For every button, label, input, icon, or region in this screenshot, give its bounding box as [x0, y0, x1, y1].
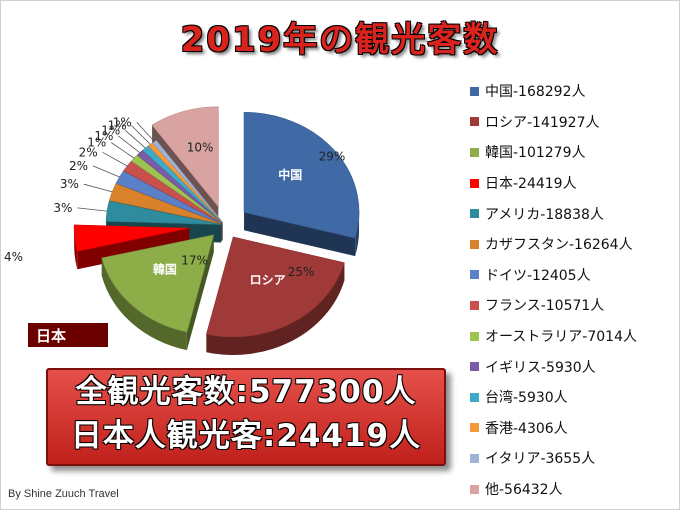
legend-label: イタリア-3655人 [485, 451, 596, 468]
legend-swatch [470, 484, 479, 494]
legend: 中国-168292人 ロシア-141927人 韓国-101279人 日本-24419人… [470, 76, 637, 504]
slice-percent-label: 1% [108, 119, 127, 133]
legend-label: 日本-24419人 [485, 176, 577, 193]
slice-percent-label: 29% [319, 150, 346, 164]
pie-slice [73, 224, 190, 252]
legend-label: ロシア-141927人 [485, 114, 600, 131]
legend-label: イギリス-5930人 [485, 359, 596, 376]
total-visitors: 全観光客数:577300人 [75, 374, 417, 410]
legend-label: オーストラリア-7014人 [485, 329, 637, 346]
legend-item: カザフスタン-16264人 [470, 229, 637, 260]
legend-item: 韓国-101279人 [470, 137, 637, 168]
japanese-visitors: 日本人観光客:24419人 [70, 418, 422, 454]
legend-item: 台湾-5930人 [470, 382, 637, 413]
slice-percent-label: 1% [101, 123, 120, 137]
legend-label: カザフスタン-16264人 [485, 237, 633, 254]
legend-item: イタリア-3655人 [470, 443, 637, 474]
pie-slice-rim [206, 262, 345, 355]
slice-name-label: 韓国 [153, 262, 177, 277]
pie-slice-wall [186, 234, 214, 351]
legend-swatch [470, 331, 479, 341]
pie-slice [152, 140, 223, 223]
slice-percent-label: 3% [53, 201, 72, 215]
legend-swatch [470, 362, 479, 372]
slice-percent-label: 4% [4, 250, 23, 264]
pie-tops [73, 106, 360, 338]
pie-slice [101, 234, 215, 333]
slice-percent-label: 1% [94, 129, 113, 143]
legend-item: アメリカ-18838人 [470, 198, 637, 229]
pie-slice-rim [101, 257, 187, 351]
legend-item: ロシア-141927人 [470, 107, 637, 138]
legend-label: 台湾-5930人 [485, 390, 568, 407]
legend-item: オーストラリア-7014人 [470, 321, 637, 352]
slice-name-label: 日本 [36, 327, 66, 345]
legend-label: ドイツ-12405人 [485, 267, 591, 284]
slice-percent-label: 2% [69, 159, 88, 173]
slice-percent-label: 1% [113, 115, 132, 129]
legend-swatch [470, 270, 479, 280]
slice-name-label: ロシア [250, 273, 286, 287]
summary-box: 全観光客数:577300人 日本人観光客:24419人 [46, 368, 446, 466]
pie-slice [206, 236, 345, 338]
legend-item: 他-56432人 [470, 474, 637, 505]
legend-label: 他-56432人 [485, 482, 563, 499]
legend-swatch [470, 86, 479, 96]
slice-name-label: 中国 [278, 167, 302, 182]
legend-item: ドイツ-12405人 [470, 260, 637, 291]
legend-swatch [470, 239, 479, 249]
slice-percent-label: 10% [187, 141, 214, 155]
leader-line [131, 125, 151, 145]
pie-slice-wall [244, 212, 356, 257]
legend-item: 中国-168292人 [470, 76, 637, 107]
slice-percent-label: 25% [288, 265, 315, 279]
legend-swatch [470, 209, 479, 219]
chart-title: 2019年の観光客数 [180, 20, 500, 60]
legend-swatch [470, 423, 479, 433]
credit-text: By Shine Zuuch Travel [8, 488, 119, 500]
leader-line [102, 151, 128, 167]
legend-swatch [470, 300, 479, 310]
pie-slice [243, 111, 360, 239]
legend-label: アメリカ-18838人 [485, 206, 604, 223]
slice-percent-label: 1% [87, 136, 106, 150]
legend-item: 日本-24419人 [470, 168, 637, 199]
pie-slice-rim [355, 212, 360, 257]
pie-labels: 中国29%ロシア25%韓国17%日本4%3%3%2%2%1%1%1%1%1%10… [4, 115, 345, 347]
leader-line [83, 183, 113, 193]
slice-percent-label: 2% [79, 145, 98, 159]
pie-chart: 中国29%ロシア25%韓国17%日本4%3%3%2%2%1%1%1%1%1%10… [4, 106, 360, 355]
slice-percent-label: 17% [181, 254, 208, 268]
legend-swatch [470, 392, 479, 402]
legend-label: 中国-168292人 [485, 84, 586, 101]
pie-slice [151, 106, 219, 208]
leader-line [77, 207, 108, 212]
japan-label-box [28, 323, 108, 347]
pie-slice-rim [74, 228, 78, 270]
legend-label: フランス-10571人 [485, 298, 605, 315]
leader-line [111, 142, 135, 159]
legend-item: イギリス-5930人 [470, 351, 637, 382]
legend-swatch [470, 117, 479, 127]
legend-item: フランス-10571人 [470, 290, 637, 321]
leader-line [125, 129, 146, 149]
leader-line [92, 165, 120, 178]
leader-line [136, 122, 155, 142]
legend-item: 香港-4306人 [470, 413, 637, 444]
legend-swatch [470, 453, 479, 463]
legend-swatch [470, 178, 479, 188]
legend-label: 韓国-101279人 [485, 145, 586, 162]
leader-line [118, 135, 141, 154]
legend-swatch [470, 147, 479, 157]
legend-label: 香港-4306人 [485, 420, 568, 437]
slice-percent-label: 3% [60, 177, 79, 191]
